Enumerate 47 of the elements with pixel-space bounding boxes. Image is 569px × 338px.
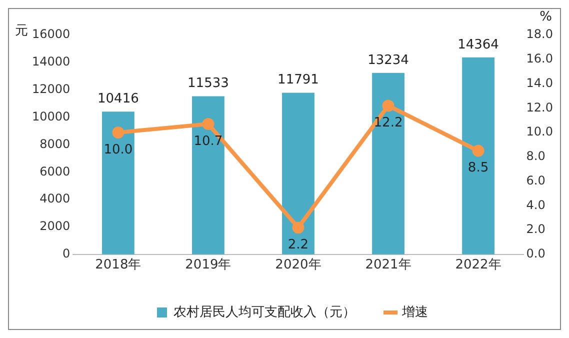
y-tick-label: 10000 xyxy=(32,109,70,124)
y-tick-label: 2000 xyxy=(40,219,70,234)
y2-tick-label: 0.0 xyxy=(526,246,546,261)
data-label: 14364 xyxy=(458,37,499,52)
y2-tick-label: 4.0 xyxy=(526,198,546,212)
y2-axis-title: % xyxy=(540,9,552,24)
x-tick-label: 2019年 xyxy=(185,258,232,273)
point xyxy=(112,126,124,139)
y-tick-label: 16000 xyxy=(32,27,70,42)
bar xyxy=(102,112,134,254)
y2-tick-label: 18.0 xyxy=(526,27,553,42)
y-tick-label: 0 xyxy=(62,246,70,261)
y-tick-label: 6000 xyxy=(40,164,70,178)
bar xyxy=(192,96,224,254)
y2-tick-label: 12.0 xyxy=(526,100,553,114)
data-label: 10.7 xyxy=(194,134,223,149)
point xyxy=(292,222,304,234)
data-label: 10.0 xyxy=(104,142,133,158)
legend-label: 农村居民人均可支配收入（元） xyxy=(174,304,356,320)
bar xyxy=(372,72,404,254)
data-label: 2.2 xyxy=(288,237,309,252)
data-label: 13234 xyxy=(368,52,409,68)
y-tick-label: 14000 xyxy=(32,54,70,69)
y2-tick-label: 8.0 xyxy=(526,149,546,164)
data-label: 8.5 xyxy=(468,160,489,176)
y-axis-title: 元 xyxy=(15,23,28,38)
point xyxy=(202,118,214,130)
x-tick-label: 2018年 xyxy=(95,258,142,273)
data-label: 10416 xyxy=(98,91,139,106)
y-tick-label: 8000 xyxy=(40,136,70,151)
y2-tick-label: 16.0 xyxy=(526,52,553,66)
y-tick-label: 12000 xyxy=(32,82,70,96)
data-label: 11533 xyxy=(188,76,229,92)
bar xyxy=(282,92,314,254)
point xyxy=(382,100,394,112)
point xyxy=(472,144,484,157)
y2-tick-label: 14.0 xyxy=(526,76,553,90)
y2-tick-label: 2.0 xyxy=(526,222,546,236)
bar xyxy=(462,57,494,254)
y2-tick-label: 10.0 xyxy=(526,124,553,139)
x-tick-label: 2022年 xyxy=(455,258,502,273)
x-tick-label: 2020年 xyxy=(275,258,322,273)
data-label: 11791 xyxy=(278,72,319,88)
y-tick-label: 4000 xyxy=(40,192,70,206)
x-tick-label: 2021年 xyxy=(365,258,412,273)
y2-tick-label: 6.0 xyxy=(526,173,546,188)
legend-label: 增速 xyxy=(401,304,428,320)
